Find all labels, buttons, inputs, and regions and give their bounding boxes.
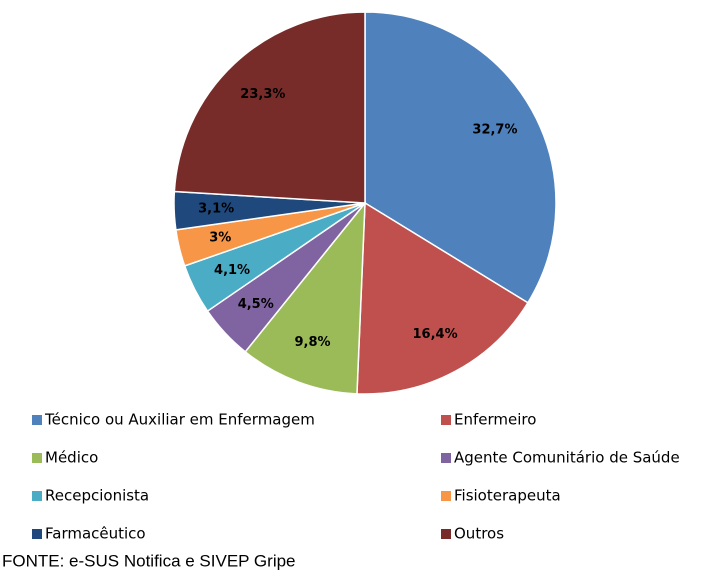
legend-swatch [441, 453, 451, 463]
legend-label: Farmacêutico [45, 525, 146, 543]
legend-label: Enfermeiro [454, 411, 536, 429]
data-label: 4,5% [238, 297, 274, 312]
pie-slice [356, 201, 529, 395]
legend-swatch [32, 529, 42, 539]
data-label: 32,7% [472, 123, 517, 138]
legend-label: Agente Comunitário de Saúde [454, 449, 680, 467]
legend-label: Recepcionista [45, 487, 149, 505]
data-label: 4,1% [214, 263, 250, 278]
legend-label: Fisioterapeuta [454, 487, 561, 505]
legend-swatch [441, 491, 451, 501]
legend-label: Médico [45, 449, 98, 467]
data-label: 3,1% [198, 202, 234, 217]
data-label: 16,4% [413, 327, 458, 342]
legend-swatch [441, 415, 451, 425]
pie-slice [173, 11, 366, 204]
legend-swatch [32, 453, 42, 463]
source-note: FONTE: e-SUS Notifica e SIVEP Gripe [2, 551, 296, 570]
pie-slice [364, 11, 557, 304]
data-label: 3% [209, 231, 231, 246]
data-label: 9,8% [295, 335, 331, 350]
legend-label: Outros [454, 525, 504, 543]
legend-label: Técnico ou Auxiliar em Enfermagem [44, 411, 315, 429]
pie-slice [244, 200, 366, 395]
legend-swatch [32, 415, 42, 425]
legend-swatch [441, 529, 451, 539]
data-label: 23,3% [240, 87, 285, 102]
legend-swatch [32, 491, 42, 501]
